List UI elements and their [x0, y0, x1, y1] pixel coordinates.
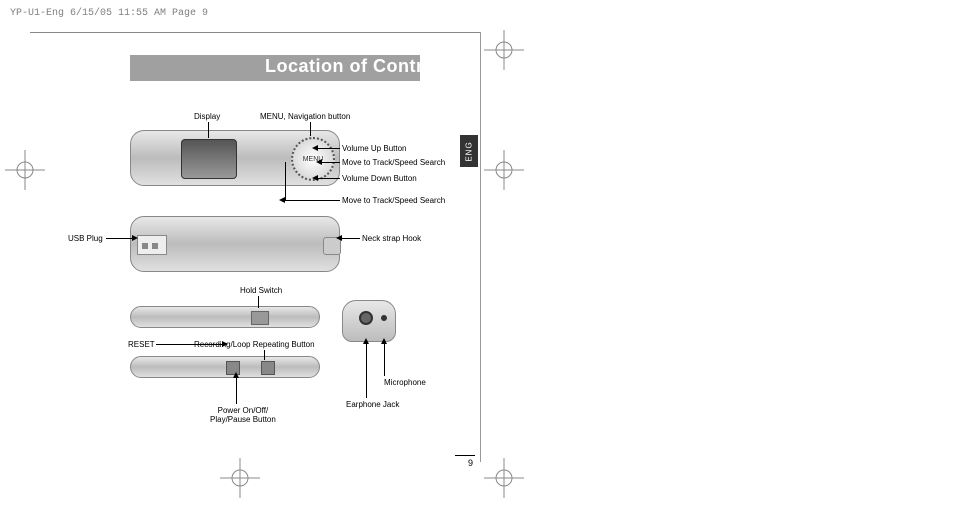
- label-mic: Microphone: [384, 378, 426, 387]
- arrow-icon: [233, 372, 239, 378]
- rule-right: [480, 32, 481, 462]
- arrow-icon: [132, 235, 138, 241]
- page-number: 9: [468, 458, 473, 468]
- display-screen: [181, 139, 237, 179]
- label-reset: RESET: [128, 340, 155, 349]
- earphone-jack-icon: [359, 311, 373, 325]
- device-back-view: [130, 216, 340, 272]
- crop-mark: [5, 150, 45, 190]
- label-earphone: Earphone Jack: [346, 400, 399, 409]
- arrow-icon: [363, 338, 369, 344]
- label-power: Power On/Off/ Play/Pause Button: [210, 406, 276, 424]
- label-menu-nav: MENU, Navigation button: [260, 112, 350, 121]
- leader-line: [258, 296, 259, 308]
- leader-line: [322, 162, 340, 163]
- label-recloop: Recording/Loop Repeating Button: [194, 340, 315, 349]
- leader-line: [342, 238, 360, 239]
- label-usb: USB Plug: [68, 234, 103, 243]
- leader-line: [264, 350, 265, 360]
- microphone-icon: [381, 315, 387, 321]
- leader-line: [106, 238, 132, 239]
- label-vol-down: Volume Down Button: [342, 174, 417, 183]
- leader-line: [384, 344, 385, 376]
- crop-mark: [220, 458, 260, 498]
- label-vol-up: Volume Up Button: [342, 144, 406, 153]
- leader-line: [285, 162, 286, 200]
- page-number-rule: [455, 455, 475, 456]
- label-hold: Hold Switch: [240, 286, 282, 295]
- label-display: Display: [194, 112, 220, 121]
- label-neck: Neck strap Hook: [362, 234, 421, 243]
- leader-line: [236, 378, 237, 404]
- title-separator: [420, 58, 422, 78]
- controls-diagram: MENU Display MENU, Navigation button Vol…: [60, 100, 480, 460]
- arrow-icon: [312, 145, 318, 151]
- device-side-bottom: [130, 356, 320, 378]
- print-header: YP-U1-Eng 6/15/05 11:55 AM Page 9: [10, 8, 208, 19]
- leader-line: [208, 122, 209, 138]
- crop-mark: [484, 458, 524, 498]
- arrow-icon: [312, 175, 318, 181]
- device-end-view: [342, 300, 396, 342]
- leader-line: [318, 178, 340, 179]
- page-title: Location of Controls: [265, 56, 451, 77]
- label-move1: Move to Track/Speed Search: [342, 158, 445, 167]
- leader-line: [285, 200, 340, 201]
- crop-mark: [484, 30, 524, 70]
- label-move2: Move to Track/Speed Search: [342, 196, 445, 205]
- crop-mark: [484, 150, 524, 190]
- hold-switch-icon: [251, 311, 269, 325]
- leader-line: [310, 122, 311, 136]
- arrow-icon: [336, 235, 342, 241]
- usb-plug-icon: [137, 235, 167, 255]
- arrow-icon: [381, 338, 387, 344]
- arrow-icon: [279, 197, 285, 203]
- rule-top: [30, 32, 480, 33]
- arrow-icon: [316, 159, 322, 165]
- leader-line: [366, 344, 367, 398]
- leader-line: [318, 148, 340, 149]
- rec-button-icon: [261, 361, 275, 375]
- device-front-view: MENU: [130, 130, 340, 186]
- device-side-top: [130, 306, 320, 328]
